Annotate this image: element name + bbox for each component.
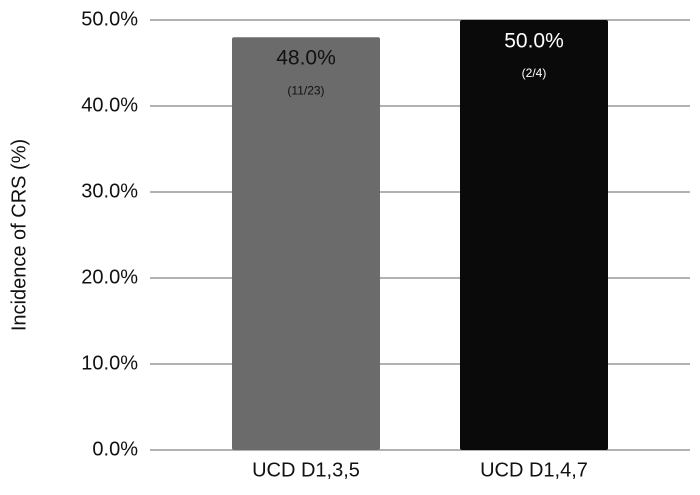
y-tick-label: 50.0% bbox=[81, 8, 138, 30]
y-tick-label: 30.0% bbox=[81, 180, 138, 202]
value-note: (11/23) bbox=[287, 83, 324, 97]
bar bbox=[460, 20, 608, 450]
y-tick-label: 10.0% bbox=[81, 352, 138, 374]
y-tick-label: 0.0% bbox=[92, 438, 138, 460]
x-tick-label: UCD D1,3,5 bbox=[252, 459, 360, 481]
value-label: 50.0% bbox=[504, 30, 564, 53]
bar bbox=[232, 37, 380, 450]
value-note: (2/4) bbox=[522, 66, 547, 80]
y-tick-label: 20.0% bbox=[81, 266, 138, 288]
x-tick-label: UCD D1,4,7 bbox=[480, 459, 588, 481]
value-label: 48.0% bbox=[276, 47, 336, 70]
y-tick-label: 40.0% bbox=[81, 94, 138, 116]
y-axis-label: Incidence of CRS (%) bbox=[8, 139, 30, 331]
